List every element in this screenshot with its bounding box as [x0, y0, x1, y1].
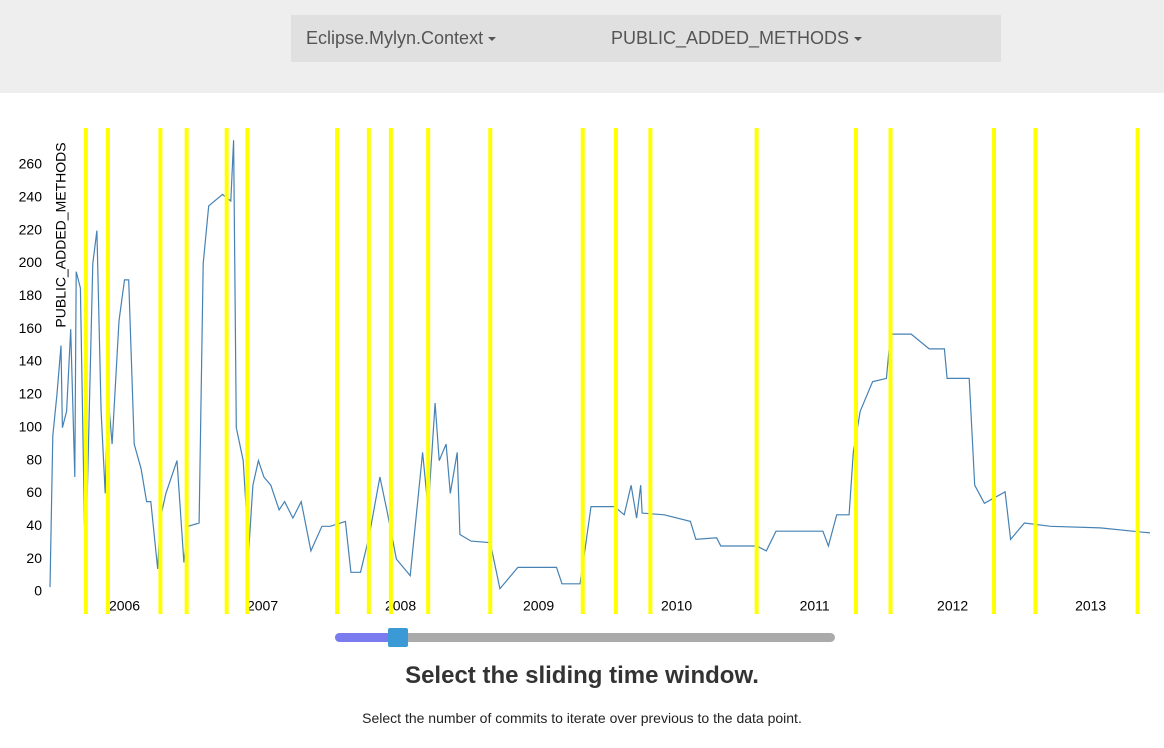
x-tick-label: 2013	[1075, 598, 1106, 614]
y-tick-label: 80	[26, 451, 42, 467]
x-tick-label: 2009	[523, 598, 554, 614]
y-tick-label: 180	[19, 287, 43, 303]
dropdown-label: PUBLIC_ADDED_METHODS	[611, 28, 850, 48]
project-dropdown[interactable]: Eclipse.Mylyn.Context	[306, 28, 497, 49]
y-tick-label: 40	[26, 517, 42, 533]
x-tick-label: 2010	[661, 598, 692, 614]
y-tick-label: 260	[19, 156, 43, 172]
x-tick-label: 2006	[109, 598, 140, 614]
slider-handle[interactable]	[388, 628, 408, 647]
x-tick-label: 2011	[800, 598, 830, 614]
y-tick-label: 20	[26, 550, 42, 566]
slider-track[interactable]	[335, 633, 835, 642]
data-line	[49, 140, 1151, 591]
caret	[488, 37, 497, 42]
y-tick-label: 200	[19, 254, 43, 270]
y-tick-label: 140	[19, 353, 43, 369]
metric-dropdown[interactable]: PUBLIC_ADDED_METHODS	[611, 28, 863, 49]
toolbar: Eclipse.Mylyn.Context PUBLIC_ADDED_METHO…	[291, 15, 1001, 62]
y-tick-label: 60	[26, 484, 42, 500]
y-tick-label: 120	[19, 386, 43, 402]
chart: PUBLIC_ADDED_METHODS 0 20 40 60 80 100 120 140 1…	[19, 128, 1151, 614]
y-axis-title: PUBLIC_ADDED_METHODS	[53, 142, 69, 327]
header: Eclipse.Mylyn.Context PUBLIC_ADDED_METHO…	[0, 0, 1164, 93]
slider-title: Select the sliding time window.	[405, 662, 759, 689]
dropdown-label: Eclipse.Mylyn.Context	[306, 28, 484, 48]
x-tick-label: 2012	[937, 598, 968, 614]
y-tick-label: 0	[34, 583, 42, 599]
y-tick-label: 100	[19, 418, 43, 434]
y-tick-label: 240	[19, 188, 43, 204]
caret	[854, 37, 863, 42]
y-tick-label: 160	[19, 320, 43, 336]
y-tick-label: 220	[19, 221, 43, 237]
slider-fill	[335, 633, 398, 642]
x-tick-label: 2007	[247, 598, 278, 614]
slider-description: Select the number of commits to iterate …	[362, 710, 802, 726]
